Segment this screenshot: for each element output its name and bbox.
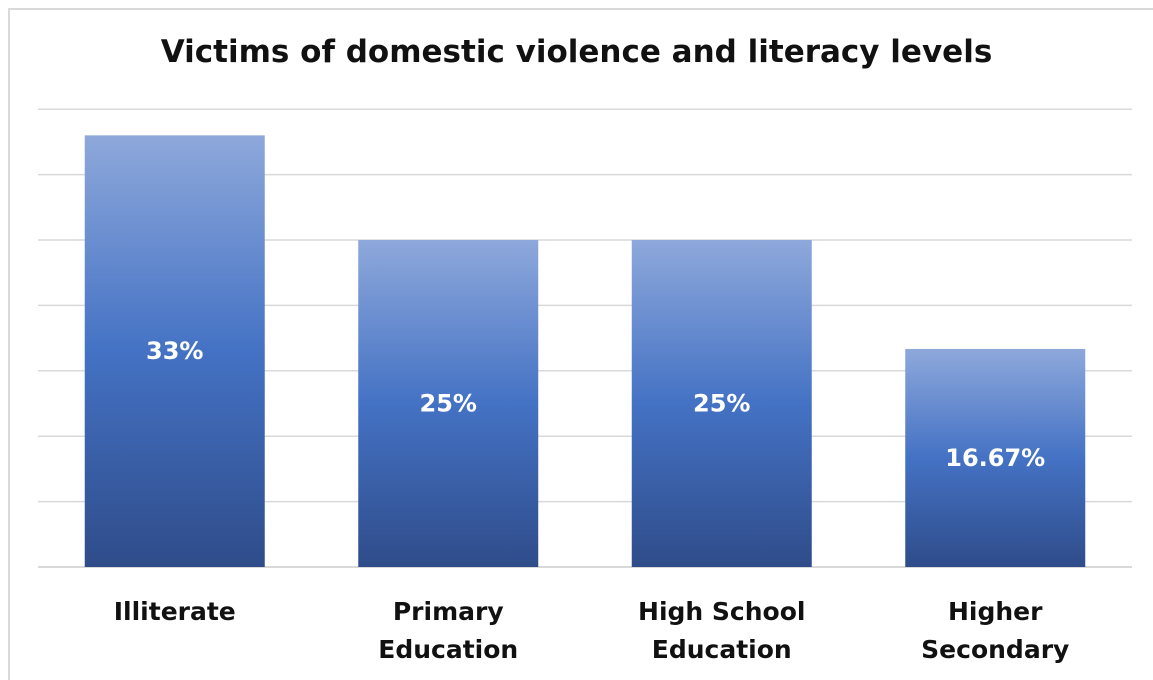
data-label: 33%: [146, 337, 203, 365]
chart-title: Victims of domestic violence and literac…: [160, 34, 993, 70]
data-label: 16.67%: [945, 444, 1045, 472]
category-label: Higher: [948, 597, 1043, 626]
data-label: 25%: [420, 390, 477, 418]
category-label: Secondary: [921, 635, 1069, 664]
data-label: 25%: [693, 390, 750, 418]
bar: [631, 240, 812, 567]
bar: [84, 135, 265, 568]
category-labels: Illiterate Primary Education High School Edu…: [114, 597, 1070, 664]
category-label: Illiterate: [114, 597, 236, 626]
category-label: Education: [378, 635, 518, 664]
category-label: Primary: [393, 597, 504, 626]
category-label: Education: [652, 635, 792, 664]
bar: [905, 348, 1086, 567]
bar: [358, 240, 539, 567]
bars: 33% 25% 25% 16.67%: [84, 135, 1086, 568]
category-label: High School: [638, 597, 805, 626]
